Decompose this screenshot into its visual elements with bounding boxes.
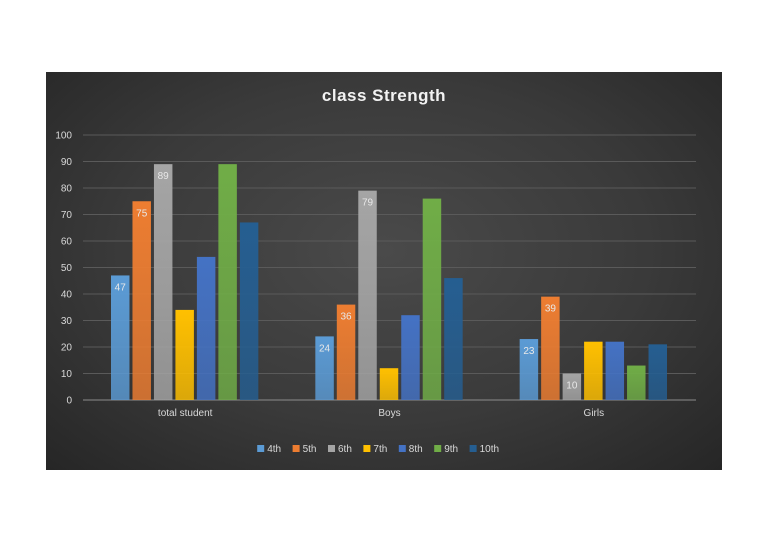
y-tick-label: 30 <box>61 316 73 327</box>
bar-10th-0 <box>239 222 259 400</box>
legend-label: 7th <box>373 444 387 455</box>
chart-panel: class Strength 0 10 20 30 40 50 60 70 80 90 100 47… <box>46 72 722 470</box>
bar-9th-2 <box>627 365 646 400</box>
data-label: 79 <box>362 198 374 209</box>
data-label: 47 <box>115 282 127 293</box>
bar-8th-0 <box>196 256 216 400</box>
bar-9th-1 <box>422 198 442 400</box>
data-label: 89 <box>158 171 170 182</box>
bar-4th-2 <box>519 339 539 400</box>
y-tick-label: 40 <box>61 290 73 301</box>
bar-6th-1 <box>358 190 377 400</box>
y-tick-label: 20 <box>61 343 73 354</box>
legend-swatch <box>469 445 477 452</box>
category-label: total student <box>158 408 213 419</box>
legend-item-4th: 4th <box>257 444 281 455</box>
y-tick-label: 80 <box>61 184 73 195</box>
y-tick-label: 10 <box>61 369 73 380</box>
data-label: 24 <box>319 343 331 354</box>
y-tick-label: 90 <box>61 157 73 168</box>
legend-item-5th: 5th <box>292 444 317 455</box>
category-label: Girls <box>584 408 605 419</box>
bar-8th-1 <box>401 315 420 400</box>
legend-item-9th: 9th <box>434 444 458 455</box>
bar-6th-0 <box>153 164 173 400</box>
chart-title: class Strength <box>322 86 446 105</box>
legend-label: 5th <box>303 444 317 455</box>
legend-item-7th: 7th <box>363 444 387 455</box>
legend-swatch <box>434 445 442 452</box>
bar-5th-1 <box>336 304 356 400</box>
legend-label: 9th <box>444 444 458 455</box>
legend-item-10th: 10th <box>469 444 499 455</box>
data-label: 75 <box>136 208 148 219</box>
bar-4th-1 <box>315 336 334 400</box>
legend-item-6th: 6th <box>328 444 352 455</box>
data-label: 36 <box>340 312 352 323</box>
data-label: 10 <box>566 381 578 392</box>
bar-9th-0 <box>218 164 237 400</box>
bar-5th-2 <box>541 296 560 400</box>
bar-5th-0 <box>132 201 151 400</box>
bar-10th-2 <box>648 344 667 400</box>
bar-7th-2 <box>584 341 603 400</box>
bar-10th-1 <box>444 278 463 400</box>
legend-swatch <box>328 445 335 452</box>
bar-7th-0 <box>175 309 194 400</box>
category-label: Boys <box>378 408 400 419</box>
bar-6th-2 <box>562 373 582 400</box>
legend-label: 6th <box>338 444 352 455</box>
legend-label: 10th <box>480 444 499 455</box>
y-tick-label: 50 <box>61 263 73 274</box>
legend-label: 8th <box>409 444 423 455</box>
legend-swatch <box>363 445 371 452</box>
bar-7th-1 <box>379 368 399 400</box>
legend-label: 4th <box>267 444 281 455</box>
y-tick-label: 100 <box>55 131 72 142</box>
y-tick-label: 70 <box>61 210 73 221</box>
legend-item-8th: 8th <box>398 444 423 455</box>
legend-swatch <box>398 445 406 452</box>
legend-swatch <box>292 445 300 452</box>
y-tick-label: 0 <box>66 396 72 407</box>
data-label: 23 <box>523 346 535 357</box>
data-label: 39 <box>545 304 557 315</box>
bar-8th-2 <box>605 341 625 400</box>
legend-swatch <box>257 445 265 452</box>
y-tick-label: 60 <box>61 237 73 248</box>
bar-4th-0 <box>111 275 130 400</box>
bar-chart: class Strength 0 10 20 30 40 50 60 70 80 90 100 47… <box>55 86 696 455</box>
